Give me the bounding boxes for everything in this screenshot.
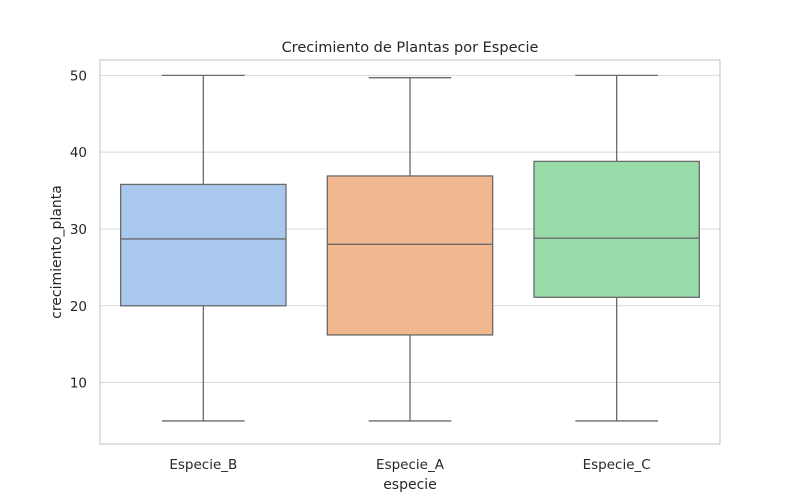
iqr-box-especie-c xyxy=(533,160,700,298)
y-axis-label: crecimiento_planta xyxy=(49,185,65,319)
plot-frame xyxy=(99,59,721,445)
y-tick-label-50: 50 xyxy=(70,68,87,84)
iqr-box-especie-a xyxy=(326,175,494,336)
boxes-layer xyxy=(120,74,700,422)
box-group-especie-c xyxy=(533,74,700,422)
x-tick-label-especie-a: Especie_A xyxy=(376,457,445,473)
y-tick-labels: 10 20 30 40 50 xyxy=(70,68,87,391)
y-tick-label-10: 10 xyxy=(70,376,87,392)
iqr-box-especie-b xyxy=(120,183,287,307)
y-tick-label-20: 20 xyxy=(70,299,87,315)
x-tick-label-especie-b: Especie_B xyxy=(169,457,237,473)
x-tick-labels: Especie_B Especie_A Especie_C xyxy=(169,457,650,473)
box-group-especie-a xyxy=(326,77,494,422)
y-tick-label-40: 40 xyxy=(70,145,87,161)
x-axis-label: especie xyxy=(383,477,437,493)
chart-title: Crecimiento de Plantas por Especie xyxy=(282,40,539,56)
y-tick-label-30: 30 xyxy=(70,222,87,238)
box-group-especie-b xyxy=(120,74,287,422)
x-tick-label-especie-c: Especie_C xyxy=(583,457,651,473)
